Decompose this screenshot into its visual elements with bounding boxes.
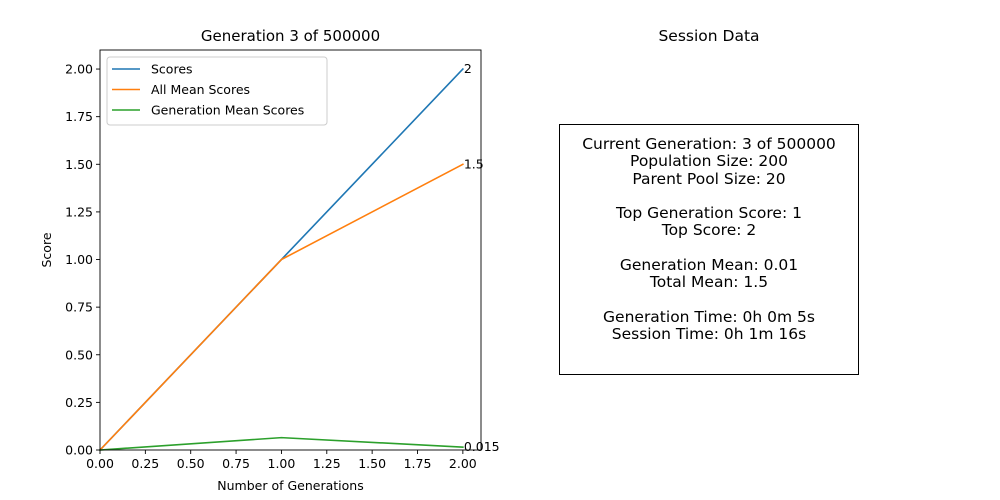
data-label: 0.015 bbox=[464, 439, 500, 454]
x-tick-label: 1.50 bbox=[358, 456, 386, 471]
y-tick-label: 0.00 bbox=[65, 443, 93, 458]
session-line: Parent Pool Size: 20 bbox=[632, 169, 786, 188]
y-tick-label: 1.00 bbox=[65, 252, 93, 267]
data-label: 2 bbox=[464, 61, 472, 76]
y-tick-label: 1.25 bbox=[65, 204, 93, 219]
x-tick-label: 0.25 bbox=[131, 456, 159, 471]
y-tick-label: 0.25 bbox=[65, 395, 93, 410]
legend-entry: Generation Mean Scores bbox=[151, 103, 304, 118]
series-line-2 bbox=[99, 436, 464, 451]
x-tick-label: 1.75 bbox=[404, 456, 432, 471]
series-line-1 bbox=[98, 163, 464, 452]
chart-title: Generation 3 of 500000 bbox=[201, 27, 380, 45]
y-axis-label: Score bbox=[39, 232, 54, 267]
session-spacer bbox=[559, 188, 859, 205]
y-tick-label: 1.50 bbox=[65, 157, 93, 172]
session-line: Total Mean: 1.5 bbox=[649, 273, 769, 292]
plot-frame bbox=[99, 49, 482, 451]
x-tick-label: 1.00 bbox=[268, 456, 296, 471]
y-tick-label: 1.75 bbox=[65, 109, 93, 124]
legend-box bbox=[106, 56, 328, 126]
x-tick-label: 1.25 bbox=[313, 456, 341, 471]
line-chart: Generation 3 of 500000 Number of Generati… bbox=[39, 27, 500, 493]
x-tick-label: 0.00 bbox=[86, 456, 114, 471]
session-data-box bbox=[559, 124, 859, 375]
x-tick-label: 2.00 bbox=[449, 456, 477, 471]
session-line: Generation Mean: 0.01 bbox=[619, 256, 799, 275]
legend-entry: Scores bbox=[151, 62, 193, 77]
x-tick-label: 0.50 bbox=[177, 456, 205, 471]
session-spacer bbox=[559, 292, 859, 309]
x-axis-label: Number of Generations bbox=[217, 478, 363, 493]
session-title: Session Data bbox=[658, 27, 760, 45]
x-tick-label: 0.75 bbox=[222, 456, 250, 471]
session-line: Top Generation Score: 1 bbox=[616, 204, 802, 223]
legend-entry: All Mean Scores bbox=[151, 82, 250, 97]
data-label: 1.5 bbox=[464, 156, 484, 171]
session-line: Current Generation: 3 of 500000 bbox=[582, 135, 836, 153]
session-line: Session Time: 0h 1m 16s bbox=[611, 325, 807, 344]
session-line: Generation Time: 0h 0m 5s bbox=[603, 307, 815, 326]
y-tick-label: 0.50 bbox=[65, 347, 93, 362]
session-spacer bbox=[559, 240, 859, 257]
y-tick-label: 2.00 bbox=[65, 62, 93, 77]
session-data-lines: Current Generation: 3 of 500000 Populatio… bbox=[559, 135, 859, 344]
y-tick-label: 0.75 bbox=[65, 300, 93, 315]
session-line: Population Size: 200 bbox=[630, 152, 788, 171]
session-line: Top Score: 2 bbox=[661, 221, 757, 240]
